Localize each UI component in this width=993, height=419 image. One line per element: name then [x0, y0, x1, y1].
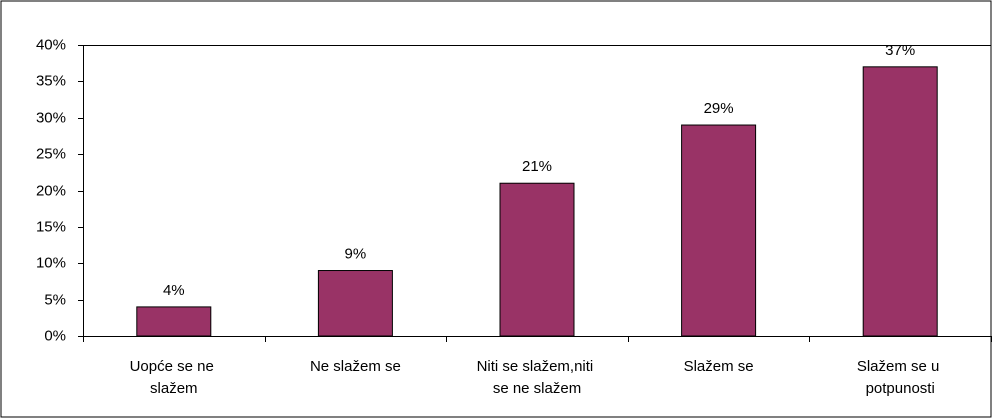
bar: [136, 306, 212, 337]
y-tick-label: 25%: [36, 145, 66, 162]
bar: [862, 66, 938, 337]
x-tick-label-line: Slažem se u: [857, 358, 944, 375]
y-tick-label: 40%: [36, 36, 66, 53]
x-tick-label: Uopće se ne slažem: [130, 358, 218, 397]
x-tick-label-line: Niti se slažem,niti: [477, 358, 598, 375]
bar: [499, 182, 575, 337]
y-tick-label: 15%: [36, 218, 66, 235]
x-tick-label-line: Slažem se: [684, 358, 754, 375]
y-tick-label: 35%: [36, 72, 66, 89]
y-tick-label: 10%: [36, 254, 66, 271]
bar: [681, 124, 757, 337]
data-label: 29%: [704, 100, 734, 117]
y-tick-label: 30%: [36, 109, 66, 126]
x-tick-label-line: Uopće se ne: [130, 358, 218, 375]
data-label: 21%: [522, 158, 552, 175]
y-tick-label: 0%: [44, 327, 66, 344]
data-label: 37%: [885, 42, 915, 59]
x-tick-label-line: slažem: [150, 380, 198, 397]
x-tick-label: Slažem se: [684, 358, 754, 375]
data-label: 4%: [163, 282, 185, 299]
y-tick-label: 20%: [36, 182, 66, 199]
x-tick-label: Niti se slažem,niti se ne slažem: [477, 358, 598, 397]
y-tick-label: 5%: [44, 291, 66, 308]
x-tick-label: Slažem se u potpunosti: [857, 358, 944, 397]
data-label: 9%: [345, 245, 367, 262]
x-tick-label-line: Ne slažem se: [310, 358, 401, 375]
bar: [317, 270, 393, 337]
x-tick-label-line: se ne slažem: [493, 380, 581, 397]
x-tick-label: Ne slažem se: [310, 358, 401, 375]
x-tick-label-line: potpunosti: [866, 380, 935, 397]
